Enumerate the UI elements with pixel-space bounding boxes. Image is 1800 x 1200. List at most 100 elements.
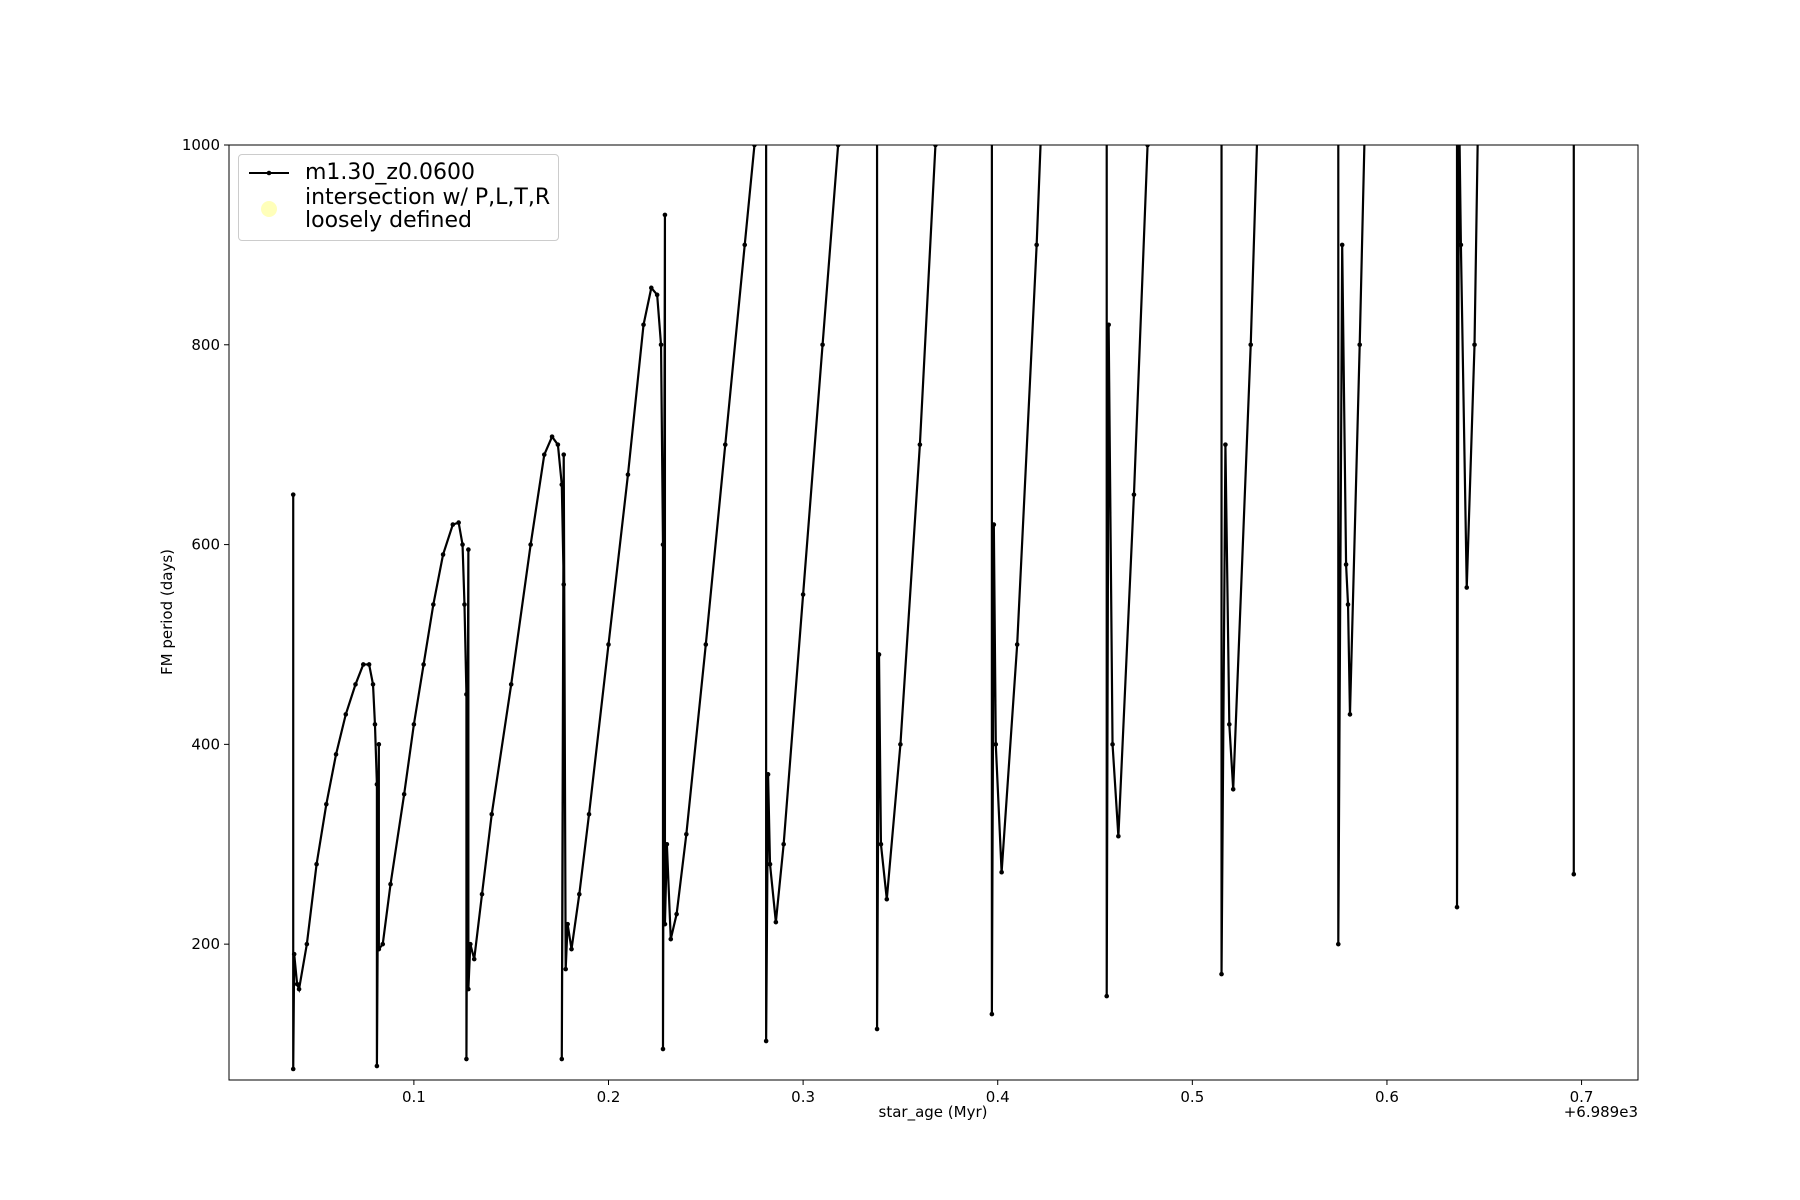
point [290, 1066, 296, 1072]
series-line [292, 145, 1575, 1070]
point [376, 742, 382, 747]
point [773, 919, 779, 925]
legend-dot [261, 201, 277, 218]
point [541, 452, 547, 457]
point [388, 881, 393, 887]
point [565, 921, 570, 927]
point [440, 552, 446, 557]
point [561, 582, 567, 587]
point [662, 212, 668, 218]
point [324, 801, 329, 807]
point [431, 602, 436, 607]
point [1116, 833, 1121, 839]
point [343, 712, 349, 717]
point [411, 722, 417, 727]
point [703, 642, 709, 647]
point [835, 145, 841, 148]
point [304, 941, 310, 947]
point [559, 1056, 565, 1062]
legend-label: intersection w/ P,L,T,R loosely defined [305, 185, 551, 234]
y-tick-label: 800 [191, 336, 220, 354]
point [1339, 242, 1345, 248]
point [1345, 602, 1351, 607]
point [1227, 722, 1232, 727]
point [471, 956, 477, 962]
legend-swatch [261, 201, 277, 218]
point [1455, 93, 1460, 98]
point [1110, 742, 1115, 747]
point [374, 1063, 380, 1069]
point [353, 682, 358, 687]
point [555, 442, 561, 447]
point [456, 520, 461, 525]
point [999, 869, 1004, 875]
point [874, 1026, 880, 1032]
point [489, 811, 495, 817]
legend-entry: m1.30_z0.0600 [247, 161, 550, 184]
y-tick-label: 600 [191, 536, 220, 554]
point [1230, 787, 1236, 792]
point [674, 911, 679, 917]
point [991, 522, 997, 527]
point [563, 966, 568, 972]
point [781, 841, 786, 847]
point [1571, 93, 1576, 98]
point [684, 831, 689, 837]
point [370, 682, 376, 687]
point [421, 662, 426, 667]
point [462, 602, 467, 607]
point [820, 342, 825, 348]
legend: m1.30_z0.0600 intersection w/ P,L,T,R loo… [238, 154, 560, 242]
y-axis-label: FM period (days) [158, 549, 176, 675]
point [314, 861, 319, 867]
x-offset-label: +6.989e3 [1564, 1103, 1638, 1121]
legend-swatch [249, 170, 289, 175]
point [840, 93, 845, 98]
point [649, 285, 654, 291]
point [662, 921, 668, 927]
point [660, 542, 666, 547]
point [933, 145, 938, 148]
point [366, 662, 372, 667]
point [884, 896, 890, 902]
point [1476, 93, 1481, 98]
point [1131, 492, 1137, 497]
point [360, 662, 366, 667]
y-tick-label: 1000 [182, 136, 220, 154]
point [993, 742, 999, 747]
point [658, 342, 664, 348]
plot-frame [228, 144, 1639, 1081]
legend-label: m1.30_z0.0600 [305, 160, 475, 185]
point [559, 482, 565, 487]
point [664, 841, 670, 847]
point [1454, 904, 1460, 910]
point [1104, 993, 1110, 999]
point [586, 811, 592, 817]
x-tick-label: 0.7 [1570, 1088, 1594, 1106]
point [549, 434, 555, 439]
point [468, 941, 473, 947]
point [464, 1056, 469, 1062]
point [479, 891, 485, 897]
point [464, 692, 469, 697]
point [1363, 93, 1368, 98]
point [1223, 442, 1228, 447]
point [765, 772, 771, 777]
point [937, 93, 942, 98]
point [767, 861, 773, 867]
point [800, 592, 806, 597]
point [660, 1046, 666, 1052]
point [1571, 871, 1577, 877]
point [296, 986, 302, 992]
point [561, 452, 567, 457]
x-tick-label: 0.1 [402, 1088, 426, 1106]
point [1472, 342, 1477, 348]
point [764, 93, 769, 98]
point [990, 93, 995, 98]
x-tick-label: 0.5 [1180, 1088, 1204, 1106]
point [1464, 585, 1470, 590]
point [1248, 342, 1254, 348]
point [654, 292, 660, 298]
point [1040, 93, 1045, 98]
point [742, 242, 748, 248]
